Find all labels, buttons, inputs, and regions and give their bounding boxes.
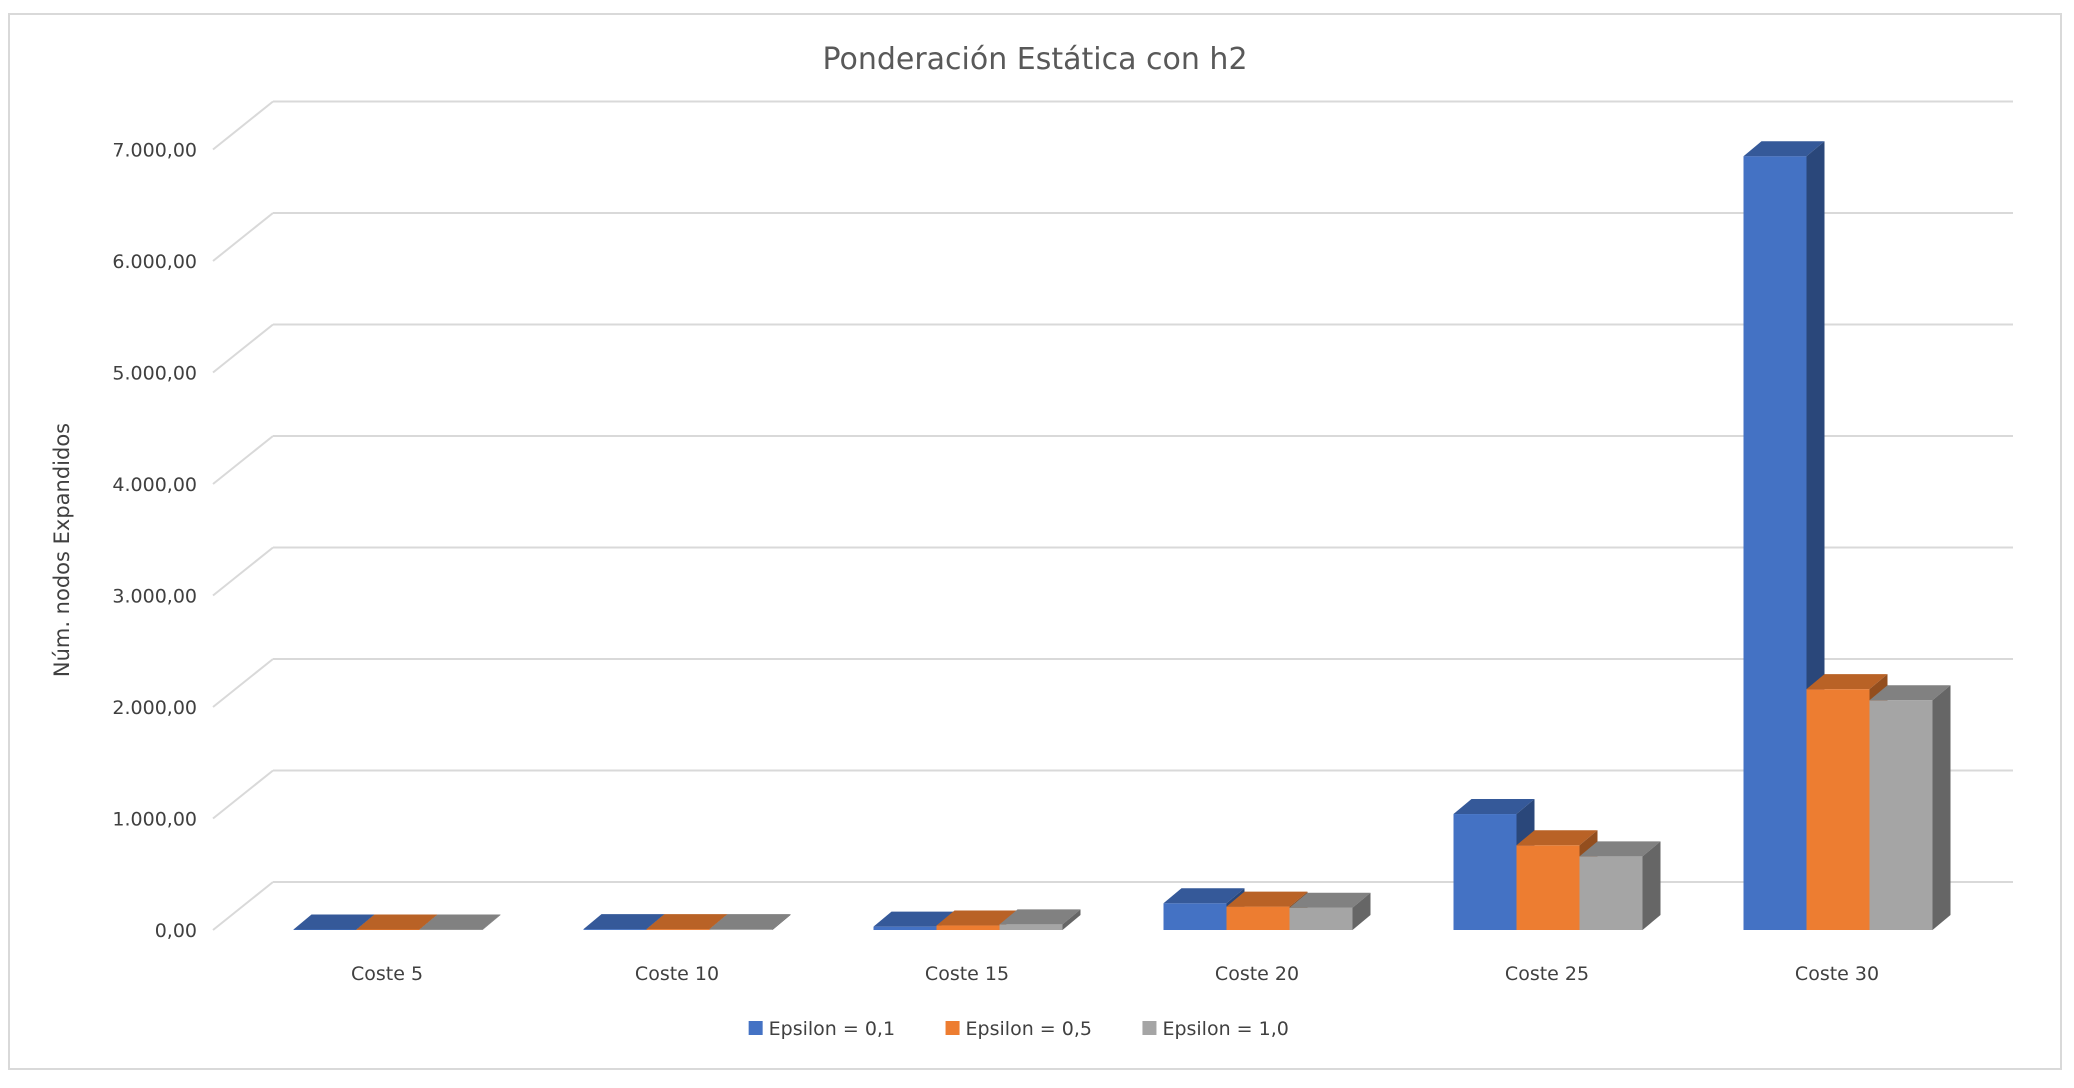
legend-swatch (945, 1021, 960, 1035)
y-axis-ticks: 0,00 1.000,00 2.000,00 3.000,00 4.000,00 5.00… (112, 140, 197, 943)
bar-front (293, 929, 357, 930)
bar (1226, 891, 1308, 930)
bar-front (419, 929, 483, 930)
x-tick-label: Coste 15 (925, 963, 1009, 985)
bar-front (1289, 907, 1353, 930)
bar-side (1352, 892, 1371, 930)
bar-top (1579, 841, 1661, 857)
y-tick-label: 1.000,00 (112, 809, 197, 831)
bar-side (1062, 909, 1081, 930)
x-axis-ticks: Coste 5 Coste 10 Coste 15 Coste 20 Coste 25 C… (351, 963, 1879, 985)
bar-top (583, 914, 665, 930)
bar-top (1743, 141, 1825, 157)
bar-front (583, 929, 647, 930)
bar (1579, 841, 1661, 930)
bar (999, 909, 1081, 930)
bar-top (419, 914, 501, 930)
bar-front (1743, 156, 1807, 930)
y-tick-label: 0,00 (155, 920, 197, 942)
bar-top (1453, 799, 1535, 815)
bar-top (293, 914, 375, 930)
bar-side (482, 914, 501, 930)
chart-area (8, 13, 2062, 1070)
y-tick-label: 5.000,00 (112, 363, 197, 385)
chart-title: Ponderación Estática con h2 (822, 42, 1247, 77)
bar-front (646, 929, 710, 930)
bar-top (356, 914, 438, 930)
x-tick-label: Coste 20 (1215, 963, 1299, 985)
bar-front (999, 924, 1063, 930)
bar-top (999, 909, 1081, 925)
gridline-side (212, 435, 274, 485)
gridline-side (212, 323, 274, 374)
legend: Epsilon = 0,1 Epsilon = 0,5 Epsilon = 1,0 (748, 1018, 1289, 1040)
bar-top (646, 914, 728, 930)
bar-top (1226, 891, 1308, 907)
bar-top (1806, 674, 1888, 690)
y-axis-title: Núm. nodos Expandidos (50, 423, 74, 677)
legend-label: Epsilon = 1,0 (1162, 1018, 1288, 1040)
y-tick-label: 2.000,00 (112, 697, 197, 719)
bar-top (936, 910, 1018, 926)
bar-front (709, 929, 773, 930)
bar-front (356, 929, 420, 930)
y-tick-label: 4.000,00 (112, 474, 197, 496)
bars (293, 141, 1951, 930)
bar (1289, 892, 1371, 930)
bar (419, 914, 501, 930)
gridline-side (212, 658, 274, 708)
x-tick-label: Coste 10 (635, 963, 719, 985)
bar-front (1516, 845, 1580, 930)
bar-top (873, 911, 955, 927)
y-tick-label: 7.000,00 (112, 140, 197, 162)
x-tick-label: Coste 5 (351, 963, 423, 985)
gridline-side (212, 212, 274, 262)
bar-front (936, 925, 1000, 930)
legend-swatch (1142, 1021, 1157, 1035)
y-tick-label: 3.000,00 (112, 586, 197, 608)
bar-front (1869, 700, 1933, 930)
bar-top (1163, 888, 1245, 904)
bar-side (1642, 841, 1661, 930)
bar-side (772, 914, 791, 930)
legend-item: Epsilon = 1,0 (1142, 1018, 1289, 1040)
bar-side (1932, 685, 1951, 930)
legend-swatch (748, 1021, 763, 1035)
gridline-side (212, 100, 274, 151)
x-tick-label: Coste 25 (1505, 963, 1589, 985)
legend-label: Epsilon = 0,5 (966, 1018, 1092, 1040)
gridline-side (212, 881, 274, 931)
gridline-side (212, 769, 274, 820)
legend-item: Epsilon = 0,1 (748, 1018, 895, 1040)
bar (1869, 685, 1951, 930)
bar-front (1579, 856, 1643, 930)
bar-front (1163, 903, 1227, 930)
gridlines (212, 100, 2013, 931)
bar-top (1869, 685, 1951, 701)
bar-front (873, 926, 937, 930)
legend-label: Epsilon = 0,1 (769, 1018, 895, 1040)
bar (709, 914, 791, 930)
x-tick-label: Coste 30 (1795, 963, 1879, 985)
bar-top (1289, 892, 1371, 908)
bar-top (709, 914, 791, 930)
bar-front (1226, 906, 1290, 930)
bar-top (1516, 830, 1598, 846)
gridline-side (212, 546, 274, 597)
legend-item: Epsilon = 0,5 (945, 1018, 1092, 1040)
bar-front (1806, 689, 1870, 930)
bar-front (1453, 814, 1517, 930)
y-tick-label: 6.000,00 (112, 251, 197, 273)
